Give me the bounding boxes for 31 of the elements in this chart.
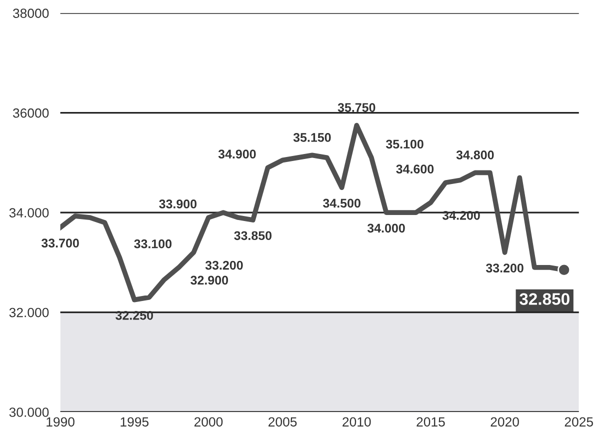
x-tick-label: 2015: [416, 417, 445, 427]
y-tick-label: 32.000: [9, 308, 49, 318]
data-label: 33.850: [234, 231, 272, 240]
y-tick-label: 36000: [13, 108, 49, 118]
data-label: 34.800: [456, 150, 494, 160]
data-label: 34.900: [218, 150, 256, 159]
x-tick-label: 1990: [46, 417, 74, 427]
x-tick-label: 2025: [564, 417, 594, 427]
data-label: 34.000: [367, 224, 405, 233]
data-label: 33.200: [486, 264, 524, 272]
data-label: 34.600: [396, 164, 434, 174]
data-label: 35.150: [293, 133, 331, 142]
x-tick-label: 2005: [268, 417, 297, 427]
x-tick-label: 2000: [194, 417, 223, 427]
data-label: 33.200: [205, 260, 243, 270]
data-label: 35.100: [386, 140, 424, 149]
data-label: 32.900: [190, 276, 228, 285]
data-label: 35.750: [338, 103, 376, 112]
x-tick-label: 2010: [342, 417, 371, 427]
y-tick-label: 34.000: [9, 208, 49, 218]
data-label: 32.250: [116, 310, 153, 320]
x-tick-label: 2020: [490, 417, 519, 427]
data-label: 33.100: [134, 239, 172, 248]
data-label: 33.900: [159, 200, 197, 208]
y-tick-label: 38000: [13, 8, 49, 18]
y-tick-label: 30.000: [9, 408, 49, 417]
data-label: 33.700: [41, 238, 79, 248]
data-label: 32.850: [520, 293, 570, 305]
x-tick-label: 1995: [120, 417, 149, 427]
data-label: 34.500: [322, 198, 360, 208]
data-label: 34.200: [442, 210, 480, 220]
